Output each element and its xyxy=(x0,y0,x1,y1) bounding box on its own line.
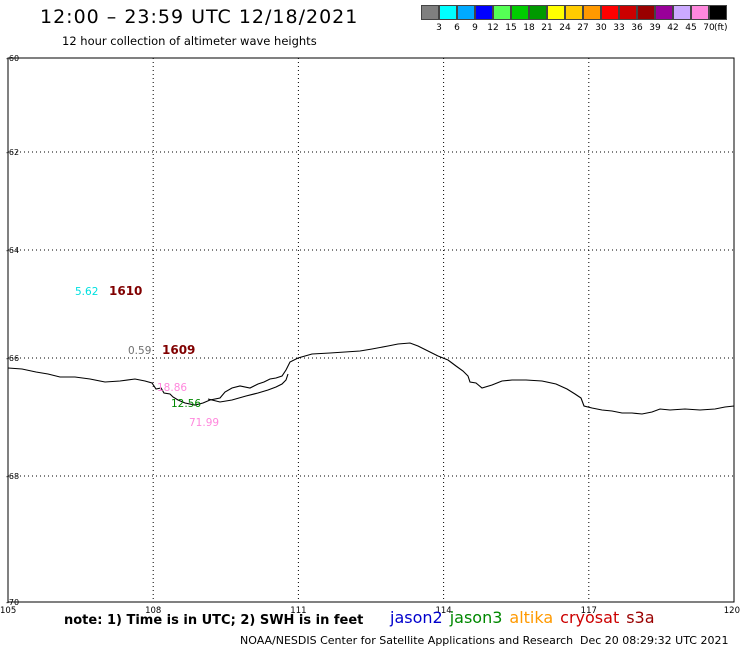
antarctic-coastline xyxy=(7,342,735,415)
footer-credit: NOAA/NESDIS Center for Satellite Applica… xyxy=(240,634,574,647)
map-frame xyxy=(7,57,735,603)
legend-swatch xyxy=(547,5,565,20)
wave-height-value: 18.86 xyxy=(157,382,187,394)
satellite-jason3: jason3 xyxy=(449,608,503,627)
legend-label: 45 xyxy=(685,23,697,33)
legend-label: 42 xyxy=(667,23,679,33)
longitude-label: 117 xyxy=(581,606,597,616)
legend-swatch xyxy=(511,5,529,20)
satellite-cryosat: cryosat xyxy=(560,608,620,627)
longitude-label: 105 xyxy=(0,606,16,616)
wave-height-color-legend: 3 6 9 12 15 18 21 24 27 30 33 36 39 42 45 70 xyxy=(421,5,731,35)
latitude-label: -62 xyxy=(6,148,19,157)
legend-swatch xyxy=(475,5,493,20)
map-subtitle: 12 hour collection of altimeter wave hei… xyxy=(62,34,317,48)
graticule xyxy=(8,58,734,602)
longitude-labels: 105 108 111 114 117 120 xyxy=(0,606,740,616)
latitude-label: -68 xyxy=(6,472,19,481)
legend-label: 33 xyxy=(613,23,625,33)
legend-label: 70 xyxy=(703,23,715,33)
legend-label: 18 xyxy=(523,23,535,33)
wave-height-value: 0.59 xyxy=(128,345,151,357)
legend-swatch xyxy=(565,5,583,20)
legend-swatch xyxy=(619,5,637,20)
latitude-label: -64 xyxy=(6,246,19,255)
legend-swatch xyxy=(601,5,619,20)
legend-label: 39 xyxy=(649,23,661,33)
legend-label: 3 xyxy=(436,23,442,33)
longitude-label: 114 xyxy=(435,606,451,616)
pass-id-label: 1609 xyxy=(162,343,195,357)
legend-swatch xyxy=(439,5,457,20)
legend-swatch xyxy=(583,5,601,20)
footer-note: note: 1) Time is in UTC; 2) SWH is in fe… xyxy=(64,613,364,628)
altimeter-observations: 5.62 1610 0.59 1609 18.86 12.56 71.99 xyxy=(75,284,219,429)
legend-unit: (ft) xyxy=(714,23,728,33)
latitude-label: -60 xyxy=(6,54,19,63)
legend-label: 21 xyxy=(541,23,553,33)
legend-label: 27 xyxy=(577,23,589,33)
map-title: 12:00 – 23:59 UTC 12/18/2021 xyxy=(40,6,359,28)
legend-swatch xyxy=(691,5,709,20)
legend-swatch xyxy=(655,5,673,20)
satellite-jason2: jason2 xyxy=(390,608,443,627)
legend-swatch xyxy=(709,5,727,20)
latitude-label: -70 xyxy=(6,598,19,607)
wave-height-value: 5.62 xyxy=(75,286,98,298)
pass-id-label: 1610 xyxy=(109,284,142,298)
longitude-label: 108 xyxy=(145,606,161,616)
legend-label: 24 xyxy=(559,23,571,33)
legend-label: 9 xyxy=(472,23,478,33)
legend-label: 15 xyxy=(505,23,517,33)
footer-timestamp: Dec 20 08:29:32 UTC 2021 xyxy=(580,634,729,647)
legend-swatch xyxy=(529,5,547,20)
legend-swatch xyxy=(493,5,511,20)
satellite-key: jason2 jason3 altika cryosat s3a xyxy=(390,608,662,627)
longitude-label: 111 xyxy=(290,606,306,616)
legend-swatch xyxy=(421,5,439,20)
legend-label: 12 xyxy=(487,23,499,33)
latitude-label: -66 xyxy=(6,354,19,363)
wave-height-value: 71.99 xyxy=(189,417,219,429)
latitude-labels: -60 -62 -64 -66 -68 -70 xyxy=(6,54,19,607)
legend-label: 6 xyxy=(454,23,460,33)
satellite-altika: altika xyxy=(509,608,554,627)
legend-label: 36 xyxy=(631,23,643,33)
legend-label: 30 xyxy=(595,23,607,33)
legend-swatch xyxy=(457,5,475,20)
wave-height-value: 12.56 xyxy=(171,398,201,410)
longitude-label: 120 xyxy=(724,606,740,616)
legend-swatch xyxy=(637,5,655,20)
legend-swatch xyxy=(673,5,691,20)
satellite-s3a: s3a xyxy=(626,608,655,627)
ice-shelf-outline xyxy=(207,373,289,403)
